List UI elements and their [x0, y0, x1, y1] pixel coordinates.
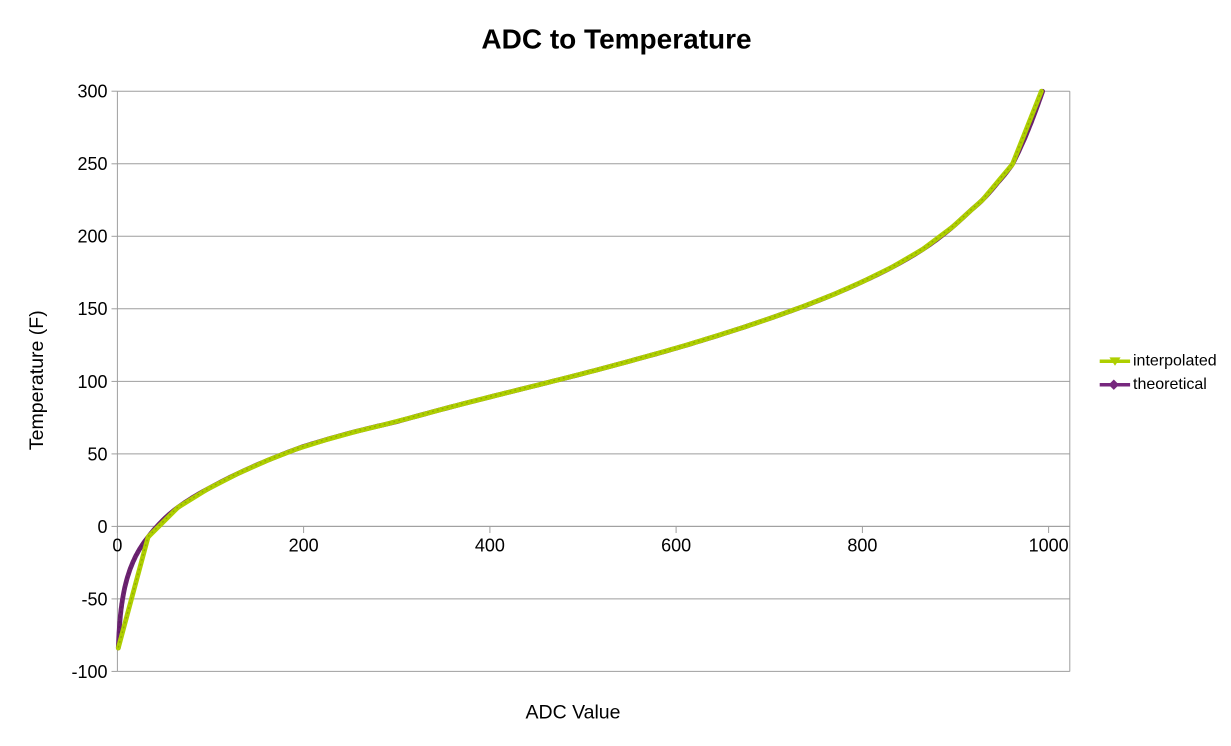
svg-text:200: 200 — [77, 227, 107, 247]
svg-text:200: 200 — [289, 536, 319, 556]
svg-text:-50: -50 — [81, 589, 107, 609]
svg-text:100: 100 — [77, 372, 107, 392]
svg-text:1000: 1000 — [1029, 536, 1069, 556]
svg-text:theoretical: theoretical — [1133, 376, 1207, 393]
svg-text:ADC Value: ADC Value — [525, 701, 620, 723]
svg-text:50: 50 — [87, 444, 107, 464]
svg-text:300: 300 — [77, 82, 107, 102]
svg-text:400: 400 — [475, 536, 505, 556]
svg-text:150: 150 — [77, 299, 107, 319]
svg-text:600: 600 — [661, 536, 691, 556]
svg-text:0: 0 — [97, 517, 107, 537]
svg-text:Temperature (F): Temperature (F) — [26, 310, 48, 450]
svg-text:ADC to Temperature: ADC to Temperature — [481, 24, 751, 55]
svg-text:-100: -100 — [71, 662, 107, 682]
svg-text:800: 800 — [847, 536, 877, 556]
svg-text:0: 0 — [112, 536, 122, 556]
svg-text:interpolated: interpolated — [1133, 353, 1217, 370]
svg-text:250: 250 — [77, 154, 107, 174]
